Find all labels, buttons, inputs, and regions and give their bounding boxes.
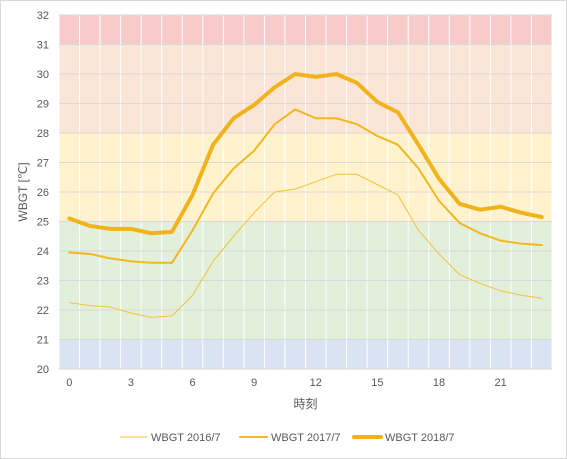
y-tick-label: 28 [37, 128, 49, 140]
x-axis-title: 時刻 [293, 397, 317, 411]
series-line-0 [68, 173, 543, 318]
y-tick-label: 29 [37, 99, 49, 111]
x-tick-label: 3 [128, 377, 134, 389]
x-tick-label: 15 [371, 377, 383, 389]
y-tick-label: 25 [37, 217, 49, 229]
y-tick-label: 31 [37, 40, 49, 52]
legend-label: WBGT 2018/7 [385, 432, 455, 444]
y-tick-label: 22 [37, 305, 49, 317]
x-tick-label: 18 [433, 377, 445, 389]
x-tick-label: 9 [251, 377, 257, 389]
x-tick-label: 12 [310, 377, 322, 389]
series-line-1 [68, 108, 543, 264]
y-tick-label: 26 [37, 187, 49, 199]
y-tick-label: 23 [37, 276, 49, 288]
y-tick-label: 30 [37, 69, 49, 81]
y-tick-label: 24 [37, 246, 49, 258]
y-tick-label: 21 [37, 335, 49, 347]
y-tick-label: 20 [37, 364, 49, 376]
x-tick-label: 0 [66, 377, 72, 389]
y-axis-title: WBGT [℃] [16, 162, 30, 221]
y-tick-label: 27 [37, 158, 49, 170]
y-tick-label: 32 [37, 10, 49, 22]
x-tick-label: 21 [495, 377, 507, 389]
legend-label: WBGT 2017/7 [271, 432, 341, 444]
series-line-2 [67, 72, 544, 236]
legend-label: WBGT 2016/7 [151, 432, 221, 444]
x-tick-label: 6 [189, 377, 195, 389]
